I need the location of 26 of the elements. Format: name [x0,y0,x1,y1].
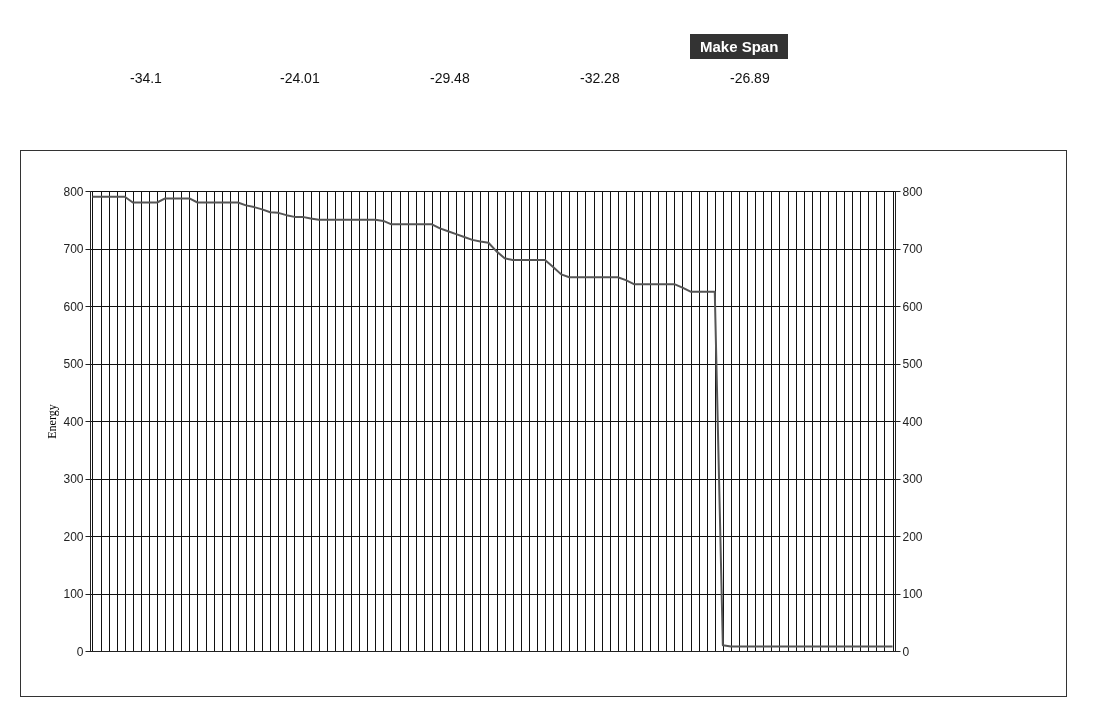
y-tick-label: 0 [76,644,84,659]
y2-tick-label: 300 [902,472,923,486]
y2-tick-label: 0 [902,644,910,659]
text: -24.01 [280,70,320,86]
text: Make Span [690,34,789,59]
text: -26.89 [730,70,770,86]
y-tick-label: 200 [63,529,84,544]
text: -29.48 [430,70,470,86]
y2-tick-label: 400 [902,414,923,429]
y2-tick-label: 800 [902,184,923,199]
line-series [91,195,894,648]
y-tick-label: 100 [63,587,84,601]
y-tick-label: 700 [63,242,84,256]
y2-tick-label: 200 [902,529,923,544]
y2-tick-label: 500 [902,357,923,371]
text: -34.1 [130,70,162,86]
y-tick-label: 600 [63,299,84,314]
y2-tick-label: 100 [902,587,923,601]
y-tick-label: 800 [63,184,84,199]
text: -32.28 [580,70,620,86]
y-axis-title: Energy [45,404,60,439]
y2-tick-label: 700 [902,242,923,256]
y2-tick-label: 600 [902,299,923,314]
y-tick-label: 400 [63,414,84,429]
y-tick-label: 300 [63,472,84,486]
y-tick-label: 500 [63,357,84,371]
